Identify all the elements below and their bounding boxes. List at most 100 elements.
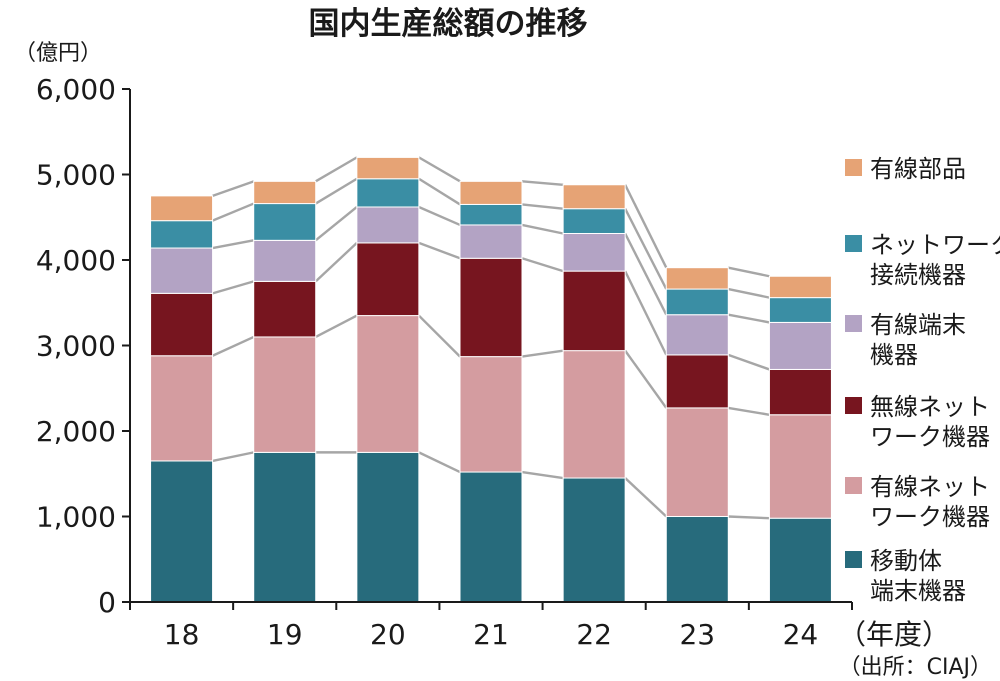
- legend-label: ネットワーク: [870, 231, 1000, 259]
- x-tick-label: 19: [267, 618, 303, 651]
- connector-line: [521, 349, 564, 358]
- bar-segment: [768, 368, 832, 416]
- legend-swatch: [845, 159, 862, 176]
- bar-segment: [459, 356, 523, 473]
- bar-segment: [150, 460, 214, 603]
- legend-label: 有線ネット: [870, 473, 990, 501]
- bar-segment: [768, 297, 832, 323]
- bar-segment: [665, 516, 729, 603]
- connector-line: [521, 223, 564, 235]
- y-axis-unit: （億円）: [14, 41, 102, 66]
- bar-segment: [665, 267, 729, 290]
- legend-label: 端末機器: [870, 577, 966, 605]
- bar-segment: [768, 321, 832, 370]
- x-tick-label: 24: [783, 618, 819, 651]
- legend-label: 移動体: [870, 547, 942, 575]
- bar-segment: [562, 270, 626, 352]
- bar-segment: [356, 156, 420, 180]
- connector-line: [521, 203, 564, 210]
- y-tick-label: 2,000: [36, 415, 116, 448]
- bar-segment: [459, 224, 523, 259]
- connector-line: [212, 180, 255, 198]
- bar-segment: [562, 184, 626, 210]
- connector-line: [521, 257, 564, 273]
- bar-segment: [253, 336, 317, 453]
- connector-line: [624, 270, 668, 356]
- connector-line: [728, 287, 770, 299]
- y-tick-label: 1,000: [36, 501, 116, 534]
- source-note: （出所：CIAJ）: [839, 655, 992, 680]
- x-tick-label: 18: [164, 618, 200, 651]
- connector-line: [418, 451, 461, 474]
- bar-segment: [356, 178, 420, 208]
- bar-segment: [253, 280, 317, 338]
- connector-line: [728, 266, 770, 278]
- connector-line: [728, 313, 770, 324]
- bar-segment: [768, 517, 832, 603]
- connector-line: [315, 314, 358, 339]
- bar-segment: [356, 206, 420, 244]
- bar-segment: [665, 354, 729, 409]
- connector-line: [418, 205, 461, 227]
- connector-line: [212, 202, 255, 222]
- y-tick-label: 0: [98, 586, 116, 619]
- legend-label: ワーク機器: [870, 503, 990, 531]
- legend: 有線部品ネットワーク接続機器有線端末機器無線ネットワーク機器有線ネットワーク機器…: [845, 155, 1000, 605]
- legend-label: 接続機器: [870, 261, 966, 289]
- bar-segment: [253, 239, 317, 282]
- legend-label: 有線部品: [870, 155, 966, 183]
- x-tick-label: 21: [473, 618, 509, 651]
- bar-segment: [150, 195, 214, 222]
- connector-line: [418, 156, 461, 183]
- connector-line: [624, 184, 668, 269]
- connector-line: [624, 349, 668, 409]
- connector-line: [418, 241, 461, 260]
- connector-line: [212, 335, 255, 357]
- bar-segment: [665, 288, 729, 316]
- bar-segment: [768, 414, 832, 519]
- bar-segment: [562, 232, 626, 272]
- bar-segment: [665, 314, 729, 356]
- legend-label: 有線端末: [870, 311, 966, 339]
- legend-swatch: [845, 477, 862, 494]
- x-tick-label: 22: [576, 618, 612, 651]
- connector-line: [314, 206, 358, 242]
- x-axis-unit: （年度）: [838, 618, 950, 651]
- connector-line: [624, 232, 668, 316]
- bar-segment: [253, 203, 317, 241]
- connector-line: [314, 242, 358, 283]
- bar-segment: [356, 242, 420, 317]
- legend-swatch: [845, 551, 862, 568]
- bar-segment: [150, 292, 214, 357]
- axes: 0 1,000 2,000 3,000 4,000 5,000 6,000 18 19 20 21 2…: [36, 73, 853, 651]
- legend-swatch: [845, 235, 862, 252]
- legend-label: 無線ネット: [870, 393, 990, 421]
- bar-stacks: [150, 156, 832, 603]
- connector-line: [212, 280, 255, 295]
- connector-line: [212, 451, 254, 463]
- bar-segment: [562, 208, 626, 234]
- x-tick-label: 20: [370, 618, 406, 651]
- bar-segment: [459, 257, 523, 358]
- legend-swatch: [845, 397, 862, 414]
- connector-line: [315, 156, 358, 183]
- connector-line: [624, 477, 668, 518]
- y-tick-label: 4,000: [36, 244, 116, 277]
- bar-segment: [356, 451, 420, 603]
- bar-segment: [459, 203, 523, 226]
- y-tick-label: 5,000: [36, 159, 116, 192]
- bar-segment: [253, 451, 317, 603]
- x-tick-label: 23: [679, 618, 715, 651]
- bar-segment: [768, 275, 832, 299]
- connector-line: [727, 353, 770, 371]
- connector-line: [418, 177, 461, 206]
- connector-line: [418, 314, 461, 358]
- bar-segment: [459, 180, 523, 205]
- bar-segment: [150, 355, 214, 462]
- y-tick-label: 3,000: [36, 330, 116, 363]
- bar-segment: [665, 407, 729, 518]
- connector-line: [728, 406, 770, 416]
- bar-segment: [562, 477, 626, 603]
- chart-title: 国内生産総額の推移: [309, 6, 588, 42]
